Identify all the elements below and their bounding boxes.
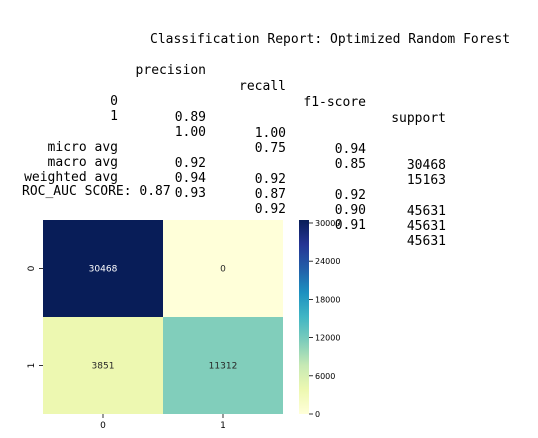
row-precision: 1.00 <box>174 125 206 140</box>
row-f1-score: 0.94 <box>334 142 366 157</box>
row-recall: 0.92 <box>254 172 286 187</box>
report-row-class-1: 1 1.00 0.75 0.85 15163 <box>0 93 538 188</box>
row-recall: 1.00 <box>254 126 286 141</box>
row-precision: 0.92 <box>174 156 206 171</box>
cell-annotation: 30468 <box>89 265 118 275</box>
row-recall: 0.87 <box>254 187 286 202</box>
colorbar <box>299 220 309 414</box>
row-label: weighted avg <box>24 170 118 185</box>
row-support: 45631 <box>406 234 446 249</box>
colorbar-tick-label: 30000 <box>315 219 340 228</box>
row-support: 15163 <box>406 173 446 188</box>
colorbar-tick-label: 12000 <box>315 334 340 343</box>
row-label: 1 <box>110 109 118 124</box>
report-row-class-0: 0 0.89 1.00 0.94 30468 <box>0 78 538 173</box>
confusion-matrix-heatmap: 30468 0 3851 11312 0 1 0 1 0 6000 12000 18000 2400… <box>27 219 340 431</box>
report-title: Classification Report: Optimized Random … <box>150 32 511 47</box>
heatmap-cell <box>43 220 163 317</box>
cell-annotation: 11312 <box>209 362 238 372</box>
row-f1-score: 0.90 <box>334 203 366 218</box>
colorbar-tick-label: 18000 <box>315 295 340 304</box>
row-f1-score: 0.91 <box>334 218 366 233</box>
row-support: 30468 <box>406 158 446 173</box>
row-recall: 0.92 <box>254 202 286 217</box>
header-f1-score: f1-score <box>303 95 366 110</box>
cell-annotation: 0 <box>220 265 226 275</box>
cell-annotation: 3851 <box>92 362 115 372</box>
colorbar-tick-label: 24000 <box>315 257 340 266</box>
row-support: 45631 <box>406 204 446 219</box>
header-support: support <box>391 111 446 126</box>
header-recall: recall <box>239 79 286 94</box>
row-label: macro avg <box>47 155 118 170</box>
row-label: micro avg <box>47 140 118 155</box>
report-row-macro-avg: macro avg 0.94 0.87 0.90 45631 <box>0 139 538 234</box>
row-precision: 0.89 <box>174 110 206 125</box>
colorbar-tick-label: 0 <box>315 410 320 419</box>
row-recall: 0.75 <box>254 141 286 156</box>
heatmap-cell <box>163 317 283 414</box>
header-precision: precision <box>135 63 206 78</box>
y-tick-label: 0 <box>27 265 37 271</box>
row-precision: 0.94 <box>174 171 206 186</box>
row-f1-score: 0.85 <box>334 157 366 172</box>
report-row-micro-avg: micro avg 0.92 0.92 0.92 45631 <box>0 124 538 219</box>
row-label: 0 <box>110 94 118 109</box>
report-title-row: Classification Report: Optimized Random … <box>0 16 538 47</box>
row-support: 45631 <box>406 219 446 234</box>
report-row-weighted-avg: weighted avg 0.93 0.92 0.91 45631 <box>0 154 538 249</box>
x-tick-label: 1 <box>220 421 226 431</box>
report-header-row: precision recall f1-score support <box>0 47 538 126</box>
colorbar-tick-label: 6000 <box>315 372 335 381</box>
roc-auc-score: ROC_AUC SCORE: 0.87 <box>22 184 171 199</box>
x-tick-label: 0 <box>100 421 106 431</box>
row-precision: 0.93 <box>174 186 206 201</box>
heatmap-cell <box>43 317 163 414</box>
y-tick-label: 1 <box>27 363 37 369</box>
heatmap-cell <box>163 220 283 317</box>
row-f1-score: 0.92 <box>334 188 366 203</box>
